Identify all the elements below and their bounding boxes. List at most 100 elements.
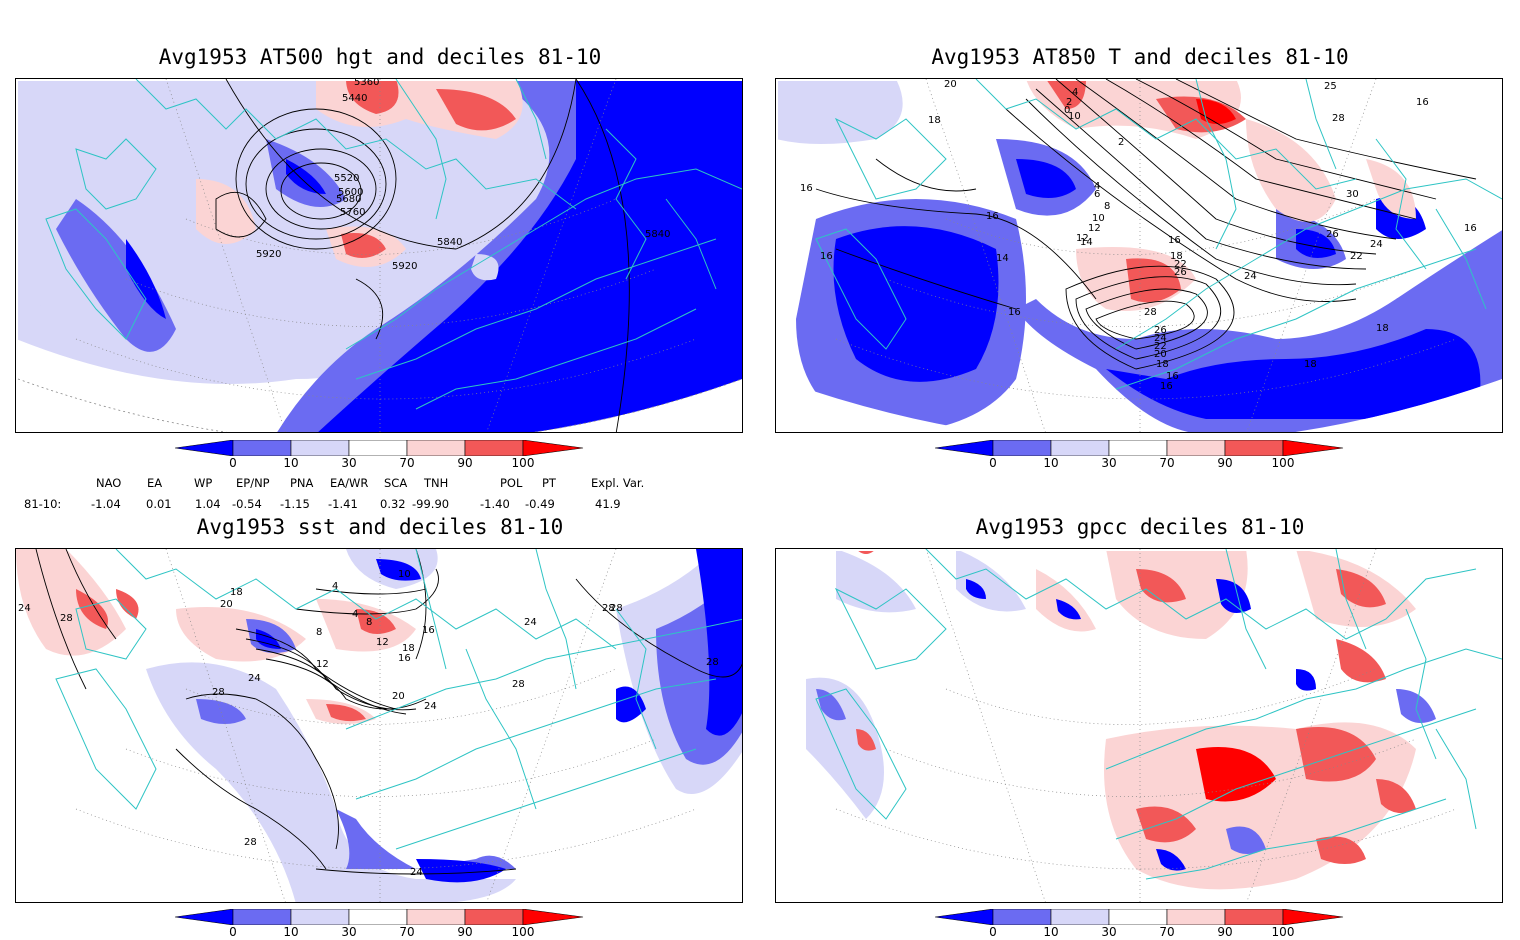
contour-label: 4 [1094, 181, 1100, 192]
contour-label: 2 [1118, 137, 1124, 148]
contour-label: 5440 [342, 93, 367, 104]
colorbar-tick: 0 [229, 456, 237, 470]
contour-label: 16 [1168, 235, 1181, 246]
colorbar-tick: 90 [1217, 456, 1233, 470]
colorbar-tick: 100 [511, 925, 535, 939]
contour-label: 14 [996, 253, 1009, 264]
contour-label: 5520 [334, 173, 359, 184]
contour-label: 22 [1350, 251, 1363, 262]
contour-label: 12 [1088, 223, 1101, 234]
index-value: 1.04 [195, 497, 221, 511]
contour-label: 10 [398, 569, 411, 580]
contour-label: 5360 [354, 79, 379, 88]
contour-label: 28 [244, 837, 257, 848]
contour-label: 18 [1304, 359, 1317, 370]
index-header: WP [194, 476, 213, 490]
contour-label: 18 [1376, 323, 1389, 334]
contour-label: 4 [352, 609, 358, 620]
colorbar-tick: 0 [989, 925, 997, 939]
contour-label: 18 [230, 587, 243, 598]
contour-label: 16 [1166, 371, 1179, 382]
colorbar-tick: 10 [283, 925, 299, 939]
contour-label: 5840 [437, 237, 462, 248]
index-header: SCA [384, 476, 408, 490]
index-value: 41.9 [595, 497, 621, 511]
panel-title-sst: Avg1953 sst and deciles 81-10 [196, 515, 564, 539]
colorbar-sst: 0 10 30 70 90 100 [174, 908, 585, 940]
contour-label: 6 [1094, 189, 1100, 200]
contour-label: 26 [1174, 267, 1187, 278]
contour-label: 20 [392, 691, 405, 702]
contour-label: 5840 [645, 229, 670, 240]
contour-label: 10 [1068, 111, 1081, 122]
colorbar-tick: 30 [341, 456, 357, 470]
contour-label: 26 [1154, 325, 1167, 336]
contour-label: 12 [316, 659, 329, 670]
colorbar-tick: 30 [1101, 925, 1117, 939]
colorbar-tick: 0 [229, 925, 237, 939]
contour-label: 25 [1324, 81, 1337, 92]
contour-label: 14 [1080, 237, 1093, 248]
contour-label: 28 [1332, 113, 1345, 124]
index-value: -0.54 [232, 497, 262, 511]
contour-label: 24 [1244, 271, 1257, 282]
colorbar-tick: 70 [1159, 925, 1175, 939]
index-header: EA [147, 476, 163, 490]
contour-label: 12 [1076, 233, 1089, 244]
contour-label: 28 [602, 603, 615, 614]
index-value: -1.41 [328, 497, 358, 511]
index-header: POL [500, 476, 523, 490]
contour-label: 5600 [338, 187, 363, 198]
colorbar-gpcc: 0 10 30 70 90 100 [934, 908, 1345, 940]
contour-label: 22 [1174, 259, 1187, 270]
contour-label: 8 [366, 617, 372, 628]
contour-label: 24 [1370, 239, 1383, 250]
colorbar-tick: 90 [457, 456, 473, 470]
contour-label: 28 [706, 657, 719, 668]
index-header: PT [542, 476, 556, 490]
contour-label: 18 [402, 643, 415, 654]
index-header: PNA [290, 476, 314, 490]
contour-label: 20 [220, 599, 233, 610]
contour-label: 20 [944, 79, 957, 90]
contour-label: 22 [1154, 341, 1167, 352]
contour-label: 8 [316, 627, 322, 638]
contour-label: 16 [820, 251, 833, 262]
index-header: EP/NP [236, 476, 270, 490]
contour-label: 4 [332, 581, 338, 592]
index-header: Expl. Var. [591, 476, 645, 490]
contour-label: 18 [1156, 359, 1169, 370]
index-value: 0.01 [146, 497, 172, 511]
contour-label: 16 [986, 211, 999, 222]
colorbar-tick: 10 [1043, 925, 1059, 939]
colorbar-tick: 0 [989, 456, 997, 470]
contour-label: 28 [60, 613, 73, 624]
colorbar-tick: 90 [1217, 925, 1233, 939]
contour-label: 24 [18, 603, 31, 614]
map-panel-hgt500: 5360 5440 5520 5600 5680 5760 5840 5840 … [15, 78, 743, 433]
contour-label: 24 [410, 867, 423, 878]
contour-label: 16 [1160, 381, 1173, 392]
colorbar-tick: 30 [1101, 456, 1117, 470]
index-value: 0.32 [380, 497, 406, 511]
colorbar-tick: 70 [399, 456, 415, 470]
contour-label: 16 [800, 183, 813, 194]
panel-title-t850: Avg1953 AT850 T and deciles 81-10 [931, 45, 1349, 69]
contour-label: 28 [1144, 307, 1157, 318]
colorbar-tick: 100 [1271, 925, 1295, 939]
contour-label: 18 [1170, 251, 1183, 262]
contour-label: 12 [376, 637, 389, 648]
contour-label: 20 [1154, 349, 1167, 360]
index-value: -0.49 [525, 497, 555, 511]
map-panel-gpcc [775, 548, 1503, 903]
contour-label: 5920 [392, 261, 417, 272]
contour-label: 0 [1064, 105, 1070, 116]
index-value: -1.40 [480, 497, 510, 511]
contour-label: 16 [1008, 307, 1021, 318]
map-panel-sst: 24 28 28 28 28 28 24 24 20 18 16 12 10 8… [15, 548, 743, 903]
contour-label: 4 [1072, 87, 1078, 98]
contour-label: 24 [424, 701, 437, 712]
contour-label: 28 [610, 603, 623, 614]
map-panel-t850: 20 18 16 16 16 14 16 16 18 18 12 10 8 6 … [775, 78, 1503, 433]
index-value: -99.90 [412, 497, 450, 511]
